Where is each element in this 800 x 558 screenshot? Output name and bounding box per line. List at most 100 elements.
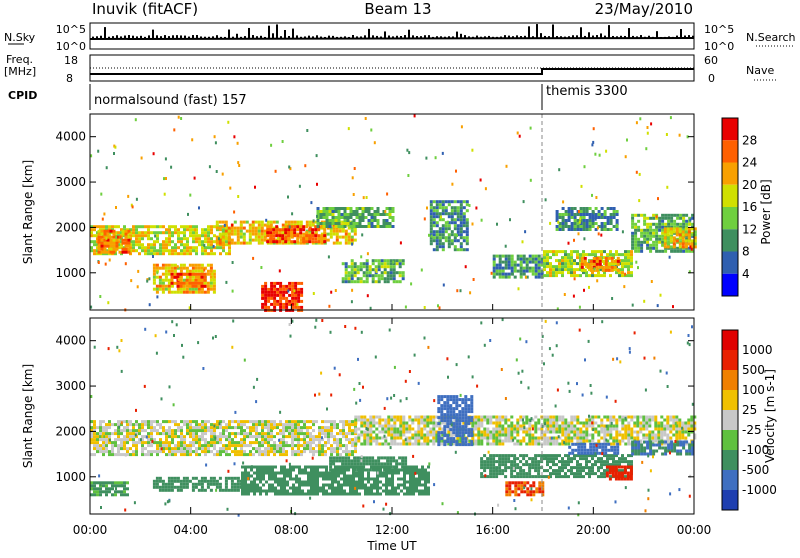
heatmap-cell <box>387 280 390 283</box>
heatmap-cell <box>259 466 262 469</box>
heatmap-cell <box>362 216 365 219</box>
heatmap-cell <box>267 426 270 429</box>
heatmap-cell-sparse <box>370 129 372 132</box>
heatmap-cell <box>189 291 192 294</box>
heatmap-cell <box>141 444 144 447</box>
heatmap-cell <box>294 420 297 423</box>
heatmap-cell <box>186 276 189 279</box>
heatmap-cell <box>132 426 135 429</box>
heatmap-cell <box>341 213 344 216</box>
heatmap-cell <box>243 233 246 236</box>
heatmap-cell <box>411 419 414 422</box>
heatmap-cell <box>267 447 270 450</box>
heatmap-cell <box>463 215 466 218</box>
heatmap-cell <box>243 444 246 447</box>
heatmap-cell-sparse <box>426 207 428 210</box>
heatmap-cell-sparse <box>635 261 637 264</box>
heatmap-cell <box>673 239 676 242</box>
heatmap-cell <box>607 219 610 222</box>
heatmap-cell <box>132 225 135 228</box>
heatmap-cell <box>442 242 445 245</box>
heatmap-cell <box>280 466 283 469</box>
heatmap-cell <box>207 228 210 231</box>
nsky-bar <box>344 36 346 38</box>
heatmap-cell <box>599 257 602 260</box>
heatmap-cell-sparse <box>103 213 105 216</box>
heatmap-cell <box>345 274 348 277</box>
heatmap-cell <box>132 240 135 243</box>
heatmap-cell <box>504 416 507 419</box>
heatmap-cell <box>387 443 390 446</box>
heatmap-cell <box>138 252 141 255</box>
heatmap-cell <box>241 487 244 490</box>
heatmap-cell-sparse <box>517 132 519 135</box>
heatmap-cell <box>573 259 576 262</box>
heatmap-cell <box>523 273 526 276</box>
colorbar-segment <box>722 185 738 207</box>
heatmap-cell <box>660 422 663 425</box>
heatmap-cell <box>147 453 150 456</box>
heatmap-cell <box>273 435 276 438</box>
heatmap-cell <box>309 450 312 453</box>
heatmap-cell <box>165 270 168 273</box>
heatmap-cell <box>688 250 691 253</box>
heatmap-cell <box>634 238 637 241</box>
heatmap-cell <box>633 437 636 440</box>
heatmap-cell <box>649 235 652 238</box>
heatmap-cell <box>189 264 192 267</box>
heatmap-cell <box>253 466 256 469</box>
heatmap-cell <box>439 212 442 215</box>
heatmap-cell <box>234 486 237 489</box>
heatmap-cell <box>384 419 387 422</box>
heatmap-cell <box>675 431 678 434</box>
heatmap-cell <box>604 210 607 213</box>
heatmap-cell <box>159 288 162 291</box>
heatmap-cell <box>244 466 247 469</box>
heatmap-cell <box>323 210 326 213</box>
heatmap-cell <box>105 441 108 444</box>
heatmap-cell <box>571 210 574 213</box>
heatmap-cell <box>282 435 285 438</box>
heatmap-cell <box>321 429 324 432</box>
heatmap-cell <box>291 300 294 303</box>
heatmap-cell <box>237 420 240 423</box>
heatmap-cell <box>651 434 654 437</box>
heatmap-cell <box>372 422 375 425</box>
heatmap-cell <box>676 250 679 253</box>
heatmap-cell <box>171 276 174 279</box>
heatmap-cell <box>168 444 171 447</box>
heatmap-cell <box>454 239 457 242</box>
heatmap-cell-sparse <box>593 211 595 214</box>
heatmap-cell <box>309 447 312 450</box>
heatmap-cell <box>262 466 265 469</box>
heatmap-cell <box>568 219 571 222</box>
heatmap-cell <box>287 231 290 234</box>
heatmap-cell <box>526 258 529 261</box>
heatmap-cell <box>279 294 282 297</box>
heatmap-cell-sparse <box>522 240 524 243</box>
heatmap-cell <box>186 270 189 273</box>
heatmap-cell <box>267 420 270 423</box>
heatmap-cell <box>329 210 332 213</box>
heatmap-cell <box>627 440 630 443</box>
heatmap-cell <box>270 423 273 426</box>
heatmap-cell <box>135 429 138 432</box>
nsky-bar <box>484 36 486 38</box>
heatmap-cell <box>108 435 111 438</box>
heatmap-cell-sparse <box>407 174 409 177</box>
heatmap-cell <box>564 256 567 259</box>
heatmap-cell <box>119 251 122 254</box>
heatmap-cell <box>258 432 261 435</box>
heatmap-cell <box>273 423 276 426</box>
heatmap-cell <box>439 200 442 203</box>
heatmap-cell <box>105 225 108 228</box>
heatmap-cell <box>180 450 183 453</box>
heatmap-cell <box>189 480 192 483</box>
heatmap-cell <box>583 207 586 210</box>
heatmap-cell <box>301 484 304 487</box>
heatmap-cell <box>270 282 273 285</box>
heatmap-cell-sparse <box>163 177 165 180</box>
nsky-bar <box>376 36 378 38</box>
heatmap-cell <box>651 431 654 434</box>
heatmap-cell <box>122 242 125 245</box>
